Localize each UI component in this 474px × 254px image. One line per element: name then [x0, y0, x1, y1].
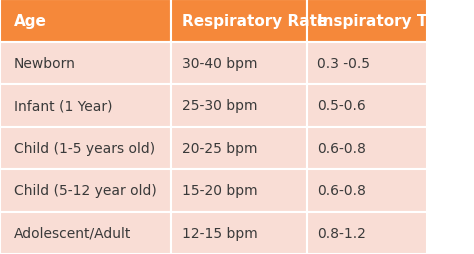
Text: 0.5-0.6: 0.5-0.6	[317, 99, 365, 113]
FancyBboxPatch shape	[307, 85, 427, 127]
FancyBboxPatch shape	[0, 212, 171, 254]
Text: Child (1-5 years old): Child (1-5 years old)	[14, 141, 155, 155]
Text: 0.6-0.8: 0.6-0.8	[317, 184, 366, 197]
FancyBboxPatch shape	[307, 42, 427, 85]
FancyBboxPatch shape	[171, 0, 307, 42]
Text: 0.3 -0.5: 0.3 -0.5	[317, 57, 370, 70]
Text: Child (5-12 year old): Child (5-12 year old)	[14, 184, 156, 197]
FancyBboxPatch shape	[0, 85, 171, 127]
FancyBboxPatch shape	[307, 127, 427, 169]
Text: 12-15 bpm: 12-15 bpm	[182, 226, 257, 240]
FancyBboxPatch shape	[307, 169, 427, 212]
FancyBboxPatch shape	[171, 42, 307, 85]
FancyBboxPatch shape	[171, 169, 307, 212]
Text: 30-40 bpm: 30-40 bpm	[182, 57, 257, 70]
Text: Newborn: Newborn	[14, 57, 75, 70]
Text: Age: Age	[14, 14, 46, 29]
Text: 25-30 bpm: 25-30 bpm	[182, 99, 257, 113]
Text: 0.8-1.2: 0.8-1.2	[317, 226, 366, 240]
Text: Infant (1 Year): Infant (1 Year)	[14, 99, 112, 113]
FancyBboxPatch shape	[171, 127, 307, 169]
Text: 15-20 bpm: 15-20 bpm	[182, 184, 257, 197]
Text: 0.6-0.8: 0.6-0.8	[317, 141, 366, 155]
Text: Adolescent/Adult: Adolescent/Adult	[14, 226, 131, 240]
FancyBboxPatch shape	[0, 127, 171, 169]
FancyBboxPatch shape	[171, 212, 307, 254]
FancyBboxPatch shape	[0, 42, 171, 85]
Text: Inspiratory Time: Inspiratory Time	[317, 14, 459, 29]
FancyBboxPatch shape	[0, 0, 171, 42]
Text: 20-25 bpm: 20-25 bpm	[182, 141, 257, 155]
FancyBboxPatch shape	[0, 169, 171, 212]
Text: Respiratory Rate: Respiratory Rate	[182, 14, 327, 29]
FancyBboxPatch shape	[307, 0, 427, 42]
FancyBboxPatch shape	[171, 85, 307, 127]
FancyBboxPatch shape	[307, 212, 427, 254]
